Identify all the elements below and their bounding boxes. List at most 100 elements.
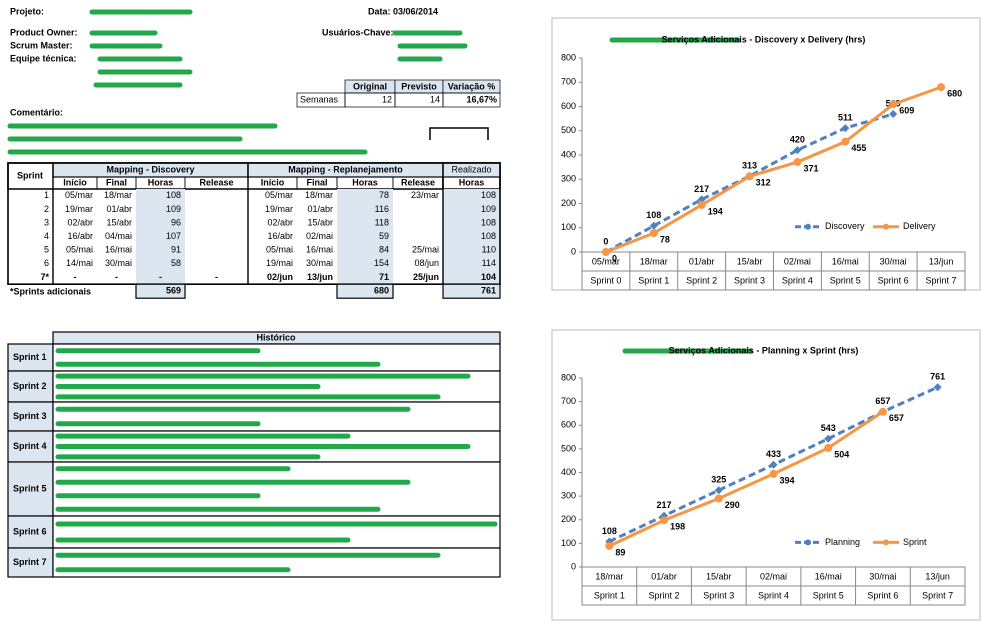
column-shade: [136, 189, 185, 285]
cell-value: 01/abr: [106, 204, 132, 214]
cell: [7, 461, 54, 517]
x-tick-label: 05/mar: [592, 256, 620, 266]
cell-value: 19/mar: [65, 204, 93, 214]
x-tick-label: 01/abr: [689, 256, 715, 266]
cell-value: 12: [382, 94, 392, 104]
cell: [442, 92, 501, 108]
sub-header: Início: [261, 177, 285, 187]
y-tick-label: 0: [571, 246, 576, 256]
data-label: 511: [838, 112, 853, 122]
group-header: Mapping - Discovery: [106, 164, 194, 174]
y-tick-label: 0: [571, 561, 576, 571]
cell-value: 18/mar: [305, 190, 333, 200]
column-header: Previsto: [401, 81, 437, 91]
cell-value: 116: [375, 204, 389, 214]
cell: [52, 343, 501, 372]
legend-marker: [805, 539, 811, 546]
data-label: 78: [660, 234, 670, 244]
data-label: 290: [725, 500, 740, 510]
cell-value: 108: [481, 190, 496, 200]
data-label: 108: [602, 526, 617, 536]
sprint-label: 2: [44, 204, 49, 214]
x-group-label: Sprint 2: [686, 275, 717, 285]
data-label: 313: [742, 160, 757, 170]
total: 680: [374, 286, 389, 296]
label: Product Owner:: [10, 27, 78, 37]
row-label: Sprint 4: [13, 441, 47, 451]
cell-value: 05/mai: [66, 245, 93, 255]
cell-value: 14/mai: [66, 258, 93, 268]
x-group-label: Sprint 7: [926, 275, 957, 285]
marker: [649, 229, 658, 238]
group-header: Realizado: [451, 164, 491, 174]
y-tick-label: 700: [561, 77, 576, 87]
x-group-label: Sprint 5: [813, 590, 844, 600]
cell-value: 15/abr: [106, 217, 132, 227]
cell-value: 114: [482, 258, 496, 268]
table-border: [7, 162, 501, 285]
marker: [601, 248, 610, 256]
sprint-label: 1: [44, 190, 49, 200]
chart-title: Serviços Adicionais - Planning x Sprint …: [669, 345, 859, 355]
cell-value: 118: [375, 217, 389, 227]
sprint-label: 7*: [40, 272, 49, 282]
legend-label: Planning: [825, 537, 860, 547]
y-tick-label: 300: [561, 491, 576, 501]
marker: [889, 100, 898, 109]
marker: [697, 195, 706, 204]
marker: [745, 172, 754, 181]
cell-value: 15/abr: [307, 217, 333, 227]
data-label: 89: [615, 547, 625, 557]
data-label: 433: [766, 449, 781, 459]
cell-value: -: [74, 272, 77, 282]
column-header: Variação %: [448, 81, 496, 91]
cell-value: 108: [481, 231, 496, 241]
cell-value: 16/mai: [105, 245, 132, 255]
cell-value: 04/mai: [105, 231, 132, 241]
cell-value: -: [215, 272, 218, 282]
data-label: 217: [657, 500, 672, 510]
cell-value: 71: [379, 272, 389, 282]
label: Comentário:: [10, 107, 63, 117]
cell-value: 154: [374, 258, 389, 268]
x-tick-label: 16/mai: [832, 256, 859, 266]
cell-value: 05/mar: [265, 190, 293, 200]
cell: [336, 283, 394, 299]
cell-value: 96: [171, 217, 181, 227]
sub-header: Horas: [459, 177, 485, 187]
cell-value: 19/mar: [265, 204, 293, 214]
cell: [52, 515, 501, 549]
cell-value: 110: [482, 245, 496, 255]
cell-value: 16,67%: [466, 94, 497, 104]
marker: [649, 221, 658, 230]
row-label: Sprint 1: [13, 352, 47, 362]
label: Scrum Master:: [10, 40, 73, 50]
sprint-label: 6: [44, 258, 49, 268]
chart-title: Serviços Adicionais - Discovery x Delive…: [662, 34, 866, 44]
y-tick-label: 300: [561, 174, 576, 184]
column-header: Original: [353, 81, 387, 91]
group-header: Mapping - Replanejamento: [288, 164, 403, 174]
marker: [933, 383, 942, 392]
cell: [7, 343, 54, 372]
x-group-label: Sprint 6: [867, 590, 898, 600]
row-label: Semanas: [300, 94, 339, 104]
row-label: Sprint 2: [13, 381, 47, 391]
cell-value: 18/mar: [104, 190, 132, 200]
sprint-label: 3: [44, 217, 49, 227]
cell-value: 84: [379, 245, 389, 255]
x-tick-label: 13/jun: [925, 571, 950, 581]
date: Data: 03/06/2014: [368, 6, 438, 16]
data-label: 680: [947, 88, 962, 98]
marker: [605, 541, 614, 550]
cell-value: 05/mar: [65, 190, 93, 200]
sprint-label: 5: [44, 245, 49, 255]
x-tick-label: 13/jun: [929, 256, 954, 266]
marker: [824, 443, 833, 452]
legend-marker: [883, 223, 889, 230]
cell-value: 05/mai: [266, 245, 293, 255]
cell-value: -: [115, 272, 118, 282]
x-group-label: Sprint 1: [638, 275, 669, 285]
cell-value: 109: [166, 204, 181, 214]
marker: [841, 137, 850, 146]
